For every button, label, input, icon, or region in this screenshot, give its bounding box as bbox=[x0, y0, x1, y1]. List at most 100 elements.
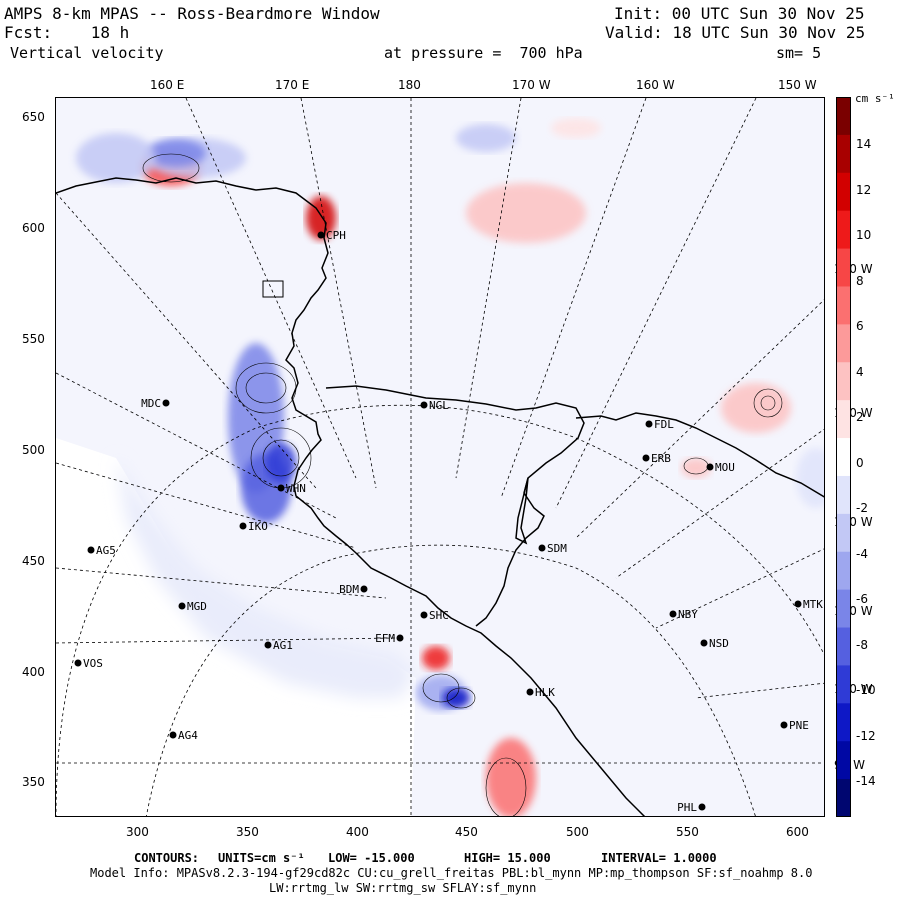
descent-blob bbox=[486, 738, 536, 816]
station-marker[interactable] bbox=[669, 610, 677, 618]
station-label: WHN bbox=[286, 482, 306, 495]
colorbar-label: 8 bbox=[856, 273, 864, 288]
colorbar-segment bbox=[836, 97, 851, 136]
station-label: SHC bbox=[429, 609, 449, 622]
contours-units: UNITS=cm s⁻¹ bbox=[218, 851, 305, 865]
station-marker[interactable] bbox=[645, 420, 653, 428]
colorbar-label: -6 bbox=[856, 592, 868, 606]
descent-blob bbox=[681, 458, 711, 478]
colorbar-segment bbox=[836, 475, 851, 515]
ascent-blob bbox=[442, 688, 470, 708]
station-label: HLK bbox=[535, 686, 555, 699]
station-marker[interactable] bbox=[264, 641, 272, 649]
station-marker[interactable] bbox=[526, 688, 534, 696]
x-tick-label: 600 bbox=[786, 825, 809, 839]
station-marker[interactable] bbox=[239, 522, 247, 530]
station-label: MOU bbox=[715, 461, 735, 474]
station-label: AG1 bbox=[273, 639, 293, 652]
station-marker[interactable] bbox=[162, 399, 170, 407]
colorbar-label: 0 bbox=[856, 455, 864, 470]
colorbar-label: 4 bbox=[856, 364, 864, 379]
contours-interval: INTERVAL= 1.0000 bbox=[601, 851, 717, 865]
station-label: IKO bbox=[248, 520, 268, 533]
contour-lines bbox=[142, 153, 783, 816]
y-tick-label: 400 bbox=[22, 665, 45, 679]
station-label: PNE bbox=[789, 719, 809, 732]
station-marker[interactable] bbox=[87, 546, 95, 554]
station-marker[interactable] bbox=[642, 454, 650, 462]
x-tick-label: 350 bbox=[236, 825, 259, 839]
top-lon-label: 160 E bbox=[150, 78, 185, 92]
top-lon-label: 170 W bbox=[512, 78, 551, 92]
x-tick-label: 500 bbox=[566, 825, 589, 839]
station-marker[interactable] bbox=[698, 803, 706, 811]
y-tick-label: 500 bbox=[22, 443, 45, 457]
ascent-blob bbox=[456, 124, 516, 152]
station-marker[interactable] bbox=[538, 544, 546, 552]
colorbar-label: -4 bbox=[856, 546, 868, 561]
y-tick-label: 650 bbox=[22, 110, 45, 124]
colorbar-label: -12 bbox=[856, 728, 876, 743]
station-marker[interactable] bbox=[420, 401, 428, 409]
colorbar-segment bbox=[836, 703, 851, 742]
top-lon-label: 180 bbox=[398, 78, 421, 92]
colorbar-segment bbox=[836, 400, 851, 439]
colorbar-segment bbox=[836, 551, 851, 591]
model-info: Model Info: MPASv8.2.3-194-gf29cd82c CU:… bbox=[90, 866, 813, 880]
station-marker[interactable] bbox=[706, 463, 714, 471]
y-tick-label: 600 bbox=[22, 221, 45, 235]
colorbar-segment bbox=[836, 741, 851, 780]
station-label: ERB bbox=[651, 452, 671, 465]
x-tick-label: 550 bbox=[676, 825, 699, 839]
descent-blob bbox=[721, 383, 791, 433]
station-marker[interactable] bbox=[74, 659, 82, 667]
colorbar-segment bbox=[836, 248, 851, 287]
descent-blob bbox=[422, 646, 450, 670]
colorbar-label: 10 bbox=[856, 228, 872, 242]
station-marker[interactable] bbox=[794, 600, 802, 608]
ascent-blob bbox=[266, 443, 296, 483]
station-marker[interactable] bbox=[277, 484, 285, 492]
y-tick-label: 350 bbox=[22, 775, 45, 789]
top-lon-label: 150 W bbox=[778, 78, 817, 92]
map-title: AMPS 8-km MPAS -- Ross-Beardmore Window bbox=[4, 4, 380, 23]
colorbar-segment bbox=[836, 513, 851, 553]
station-layer: CPH NGL MDC FDL ERB MOU WHN IKO AG5 SDM BDM MGD NBY M… bbox=[74, 229, 823, 814]
map-plot[interactable]: CPH NGL MDC FDL ERB MOU WHN IKO AG5 SDM BDM MGD NBY M… bbox=[55, 97, 825, 817]
contours-label: CONTOURS: bbox=[134, 851, 200, 865]
colorbar-segment bbox=[836, 134, 851, 174]
colorbar-segment bbox=[836, 286, 851, 325]
station-label: AG4 bbox=[178, 729, 198, 742]
valid-time: Valid: 18 UTC Sun 30 Nov 25 bbox=[605, 23, 866, 42]
colorbar-units: cm s⁻¹ bbox=[855, 92, 895, 105]
descent-blob bbox=[466, 183, 586, 243]
highlight-box bbox=[262, 280, 284, 298]
station-marker[interactable] bbox=[178, 602, 186, 610]
station-label: AG5 bbox=[96, 544, 116, 557]
station-label: NBY bbox=[678, 608, 698, 621]
station-label: NGL bbox=[429, 399, 449, 412]
station-label: SDM bbox=[547, 542, 567, 555]
station-marker[interactable] bbox=[396, 634, 404, 642]
station-marker[interactable] bbox=[420, 611, 428, 619]
station-marker[interactable] bbox=[780, 721, 788, 729]
colorbar-label: 12 bbox=[856, 182, 872, 197]
x-tick-label: 450 bbox=[455, 825, 478, 839]
top-lon-label: 160 W bbox=[636, 78, 675, 92]
station-marker[interactable] bbox=[169, 731, 177, 739]
station-label: CPH bbox=[326, 229, 346, 242]
ascent-blob bbox=[76, 133, 156, 183]
colorbar bbox=[836, 97, 851, 817]
station-label: EFM bbox=[375, 632, 395, 645]
colorbar-segment bbox=[836, 438, 851, 477]
station-marker[interactable] bbox=[360, 585, 368, 593]
station-marker[interactable] bbox=[700, 639, 708, 647]
colorbar-segment bbox=[836, 362, 851, 401]
station-marker[interactable] bbox=[317, 231, 325, 239]
colorbar-label: 14 bbox=[856, 137, 872, 151]
colorbar-label: -2 bbox=[856, 501, 868, 515]
station-label: NSD bbox=[709, 637, 729, 650]
graticule bbox=[56, 98, 824, 816]
contours-high: HIGH= 15.000 bbox=[464, 851, 551, 865]
station-label: MTK bbox=[803, 598, 823, 611]
